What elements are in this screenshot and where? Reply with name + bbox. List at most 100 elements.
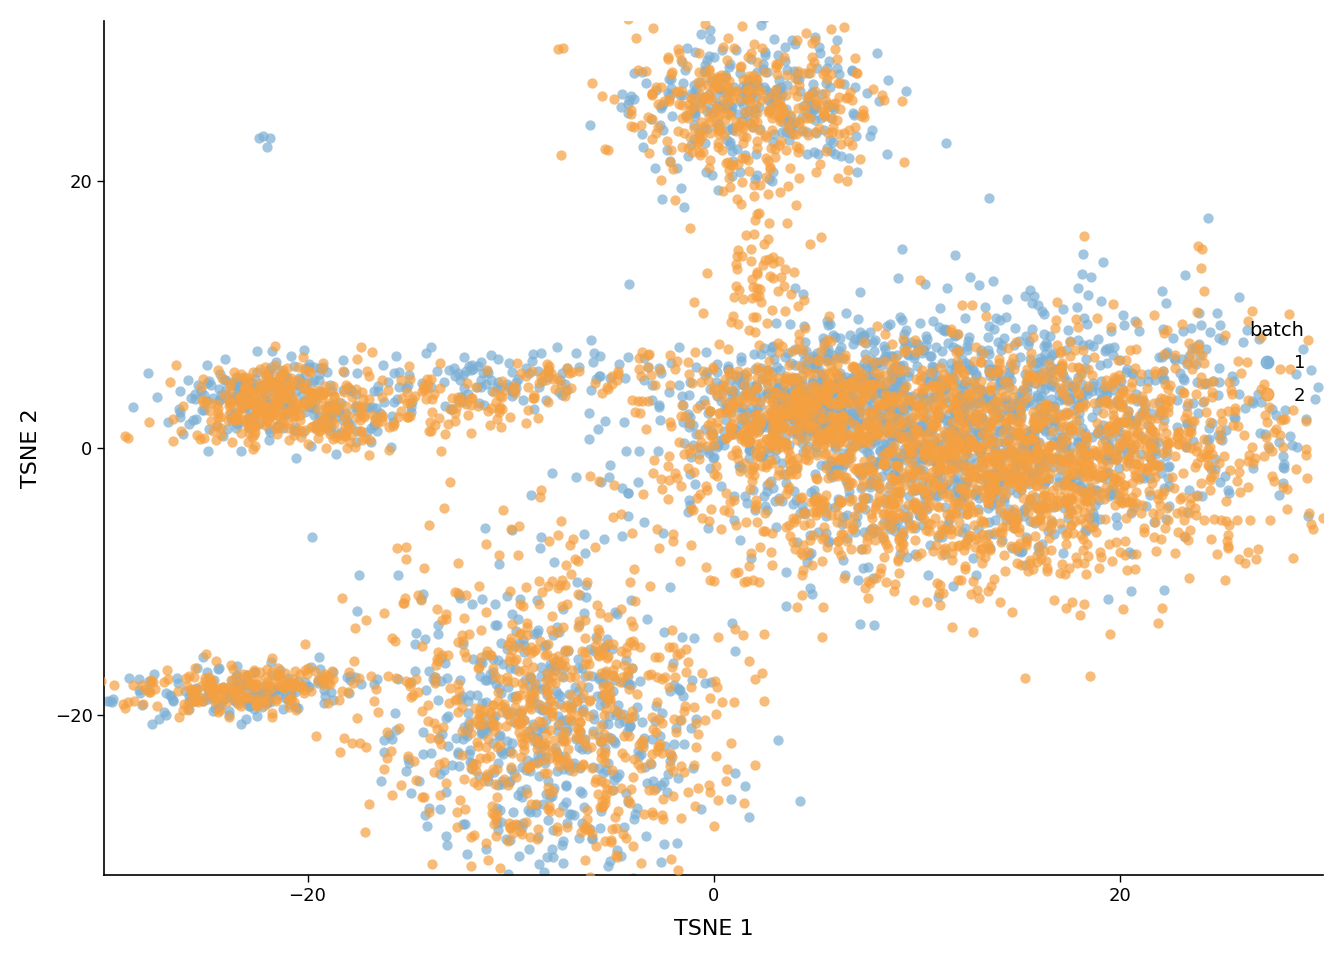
Point (603, 772, 625, 787)
Point (836, 173, 857, 188)
Point (1085, 497, 1106, 513)
Point (765, 442, 786, 457)
Point (1058, 394, 1079, 409)
Point (785, 36, 806, 52)
Point (617, 724, 638, 739)
Point (505, 380, 527, 396)
Point (625, 404, 646, 420)
Point (935, 381, 957, 396)
Point (818, 396, 840, 411)
Point (257, 695, 278, 710)
Point (997, 508, 1019, 523)
Point (501, 689, 523, 705)
Point (527, 411, 548, 426)
Point (775, 142, 797, 157)
Point (1075, 428, 1097, 444)
Point (835, 418, 856, 433)
Point (1336, 521, 1344, 537)
Point (538, 636, 559, 652)
Point (552, 761, 574, 777)
Point (750, 394, 771, 409)
Point (675, 698, 696, 713)
Point (1039, 351, 1060, 367)
Point (599, 370, 621, 385)
Point (500, 761, 521, 777)
Point (714, 502, 735, 517)
Point (1024, 410, 1046, 425)
Point (347, 710, 368, 726)
Point (265, 392, 286, 407)
Point (907, 399, 929, 415)
Point (974, 478, 996, 493)
Point (1046, 337, 1067, 352)
Point (902, 520, 923, 536)
Point (227, 674, 249, 689)
Point (286, 372, 308, 388)
Point (743, 189, 765, 204)
Point (626, 699, 648, 714)
Point (919, 423, 941, 439)
Point (929, 430, 950, 445)
Point (699, 23, 720, 38)
Point (1012, 455, 1034, 470)
Point (1145, 363, 1167, 378)
Point (786, 461, 808, 476)
Point (781, 454, 802, 469)
Point (730, 431, 751, 446)
Point (578, 431, 599, 446)
Point (874, 92, 895, 108)
Point (1023, 562, 1044, 577)
Point (972, 540, 993, 556)
Point (1071, 266, 1093, 281)
Point (810, 366, 832, 381)
Point (246, 708, 267, 724)
Point (207, 684, 228, 700)
Point (1208, 330, 1230, 346)
Point (1083, 516, 1105, 531)
Point (927, 462, 949, 477)
Point (1136, 461, 1157, 476)
Point (989, 493, 1011, 509)
Point (848, 466, 870, 481)
Point (753, 258, 774, 274)
Point (457, 375, 478, 391)
Point (731, 406, 753, 421)
Point (1013, 421, 1035, 437)
Point (1296, 442, 1317, 457)
Point (668, 434, 689, 449)
Point (528, 379, 550, 395)
Point (837, 407, 859, 422)
Point (590, 744, 612, 759)
Point (844, 360, 866, 375)
Point (569, 783, 590, 799)
Point (288, 359, 309, 374)
Point (843, 410, 864, 425)
Point (528, 829, 550, 845)
Point (714, 394, 735, 409)
Point (913, 424, 934, 440)
Point (1172, 465, 1193, 480)
Point (445, 369, 466, 384)
Point (985, 401, 1007, 417)
Point (809, 391, 831, 406)
Point (941, 462, 962, 477)
Point (372, 357, 394, 372)
Point (1093, 492, 1114, 507)
Point (927, 397, 949, 413)
Point (632, 393, 653, 408)
Point (1263, 474, 1285, 490)
Point (786, 534, 808, 549)
Point (788, 170, 809, 185)
Point (827, 387, 848, 402)
Point (676, 885, 698, 900)
Point (603, 673, 625, 688)
Point (1095, 382, 1117, 397)
Point (249, 408, 270, 423)
Point (727, 363, 749, 378)
Point (1250, 394, 1271, 409)
Point (673, 435, 695, 450)
Point (1005, 452, 1027, 468)
Point (255, 368, 277, 383)
Point (1154, 396, 1176, 412)
Point (349, 413, 371, 428)
